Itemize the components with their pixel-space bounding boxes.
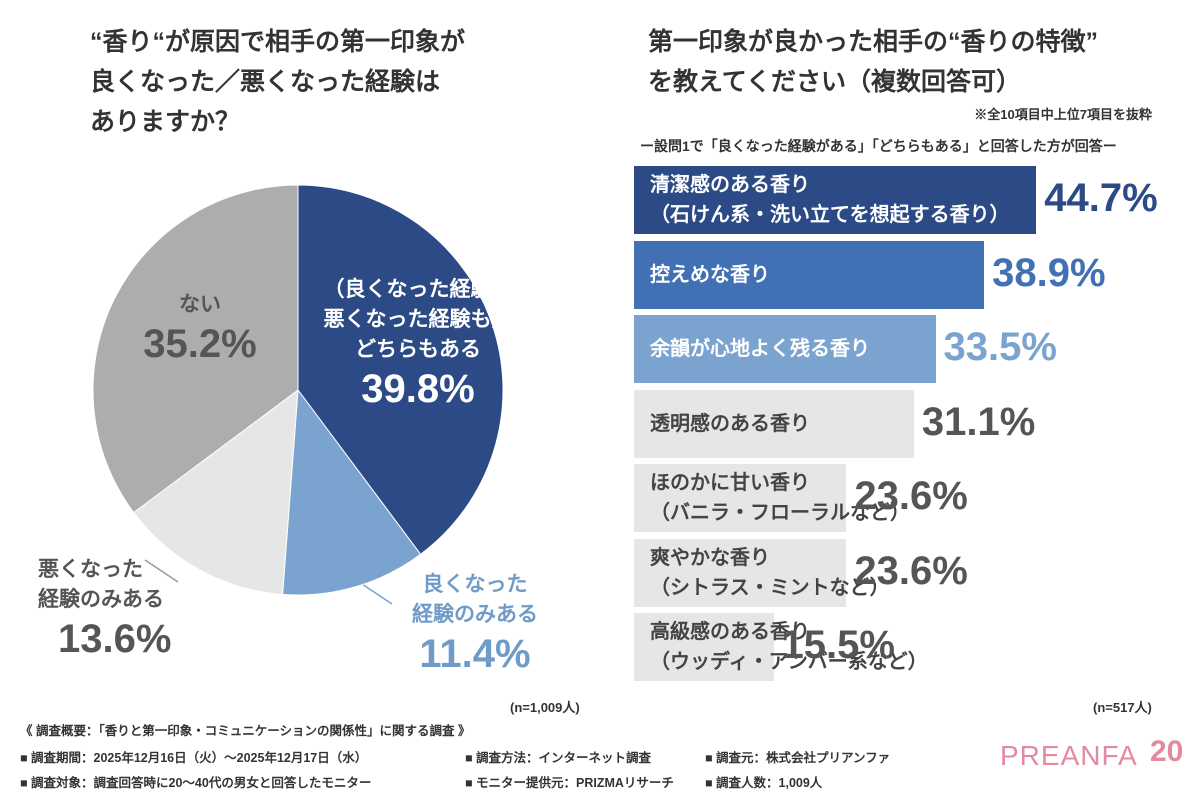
bar-value: 15.5% bbox=[781, 623, 895, 667]
bar-subtitle: ー設問1で「良くなった経験がある」「どちらもある」と回答した方が回答ー bbox=[640, 138, 1117, 154]
bar bbox=[634, 613, 774, 681]
leader-line bbox=[144, 559, 179, 583]
footer-item: ■ 調査元：株式会社プリアンファ bbox=[705, 751, 891, 765]
slice-value: 39.8% bbox=[361, 367, 475, 411]
slice-label: 悪くなった 経験のみある bbox=[38, 558, 164, 611]
slice-value: 13.6% bbox=[58, 617, 172, 661]
pie-slice bbox=[132, 388, 299, 595]
pie-n: (n=1,009人) bbox=[510, 700, 580, 715]
slice-label: （良くなった経験も 悪くなった経験も） どちらもある bbox=[323, 278, 513, 361]
bar-value: 23.6% bbox=[854, 548, 968, 593]
pie-slice bbox=[92, 184, 299, 514]
bar-value: 33.5% bbox=[943, 325, 1057, 369]
bar bbox=[634, 464, 847, 532]
bar-value: 44.7% bbox=[1044, 176, 1158, 220]
pie-slice bbox=[282, 388, 422, 596]
bar bbox=[634, 240, 985, 309]
bar bbox=[634, 389, 914, 458]
slice-label: 良くなった 経験のみある bbox=[412, 573, 538, 626]
slice-value: 11.4% bbox=[419, 632, 531, 676]
slice-value: 35.2% bbox=[143, 322, 257, 366]
bar-note: ※全10項目中上位7項目を抜粋 bbox=[974, 107, 1152, 122]
bar-category: 爽やかな香り （シトラス・ミントなど） bbox=[650, 546, 890, 599]
bar-category: ほのかに甘い香り （バニラ・フローラルなど） bbox=[650, 472, 910, 524]
footer-heading: 《 調査概要：「香りと第一印象・コミュニケーションの関係性」に関する調査 》 bbox=[20, 724, 471, 738]
footer-item: ■ 調査方法：インターネット調査 bbox=[465, 751, 652, 765]
logo-badge: 20 bbox=[1150, 735, 1184, 768]
footer-item: ■ 調査期間：2025年12月16日（火）～2025年12月17日（水） bbox=[20, 751, 368, 765]
footer-item: ■ 調査対象：調査回答時に20～40代の男女と回答したモニター bbox=[20, 776, 372, 790]
logo-name: PREANFA bbox=[1000, 740, 1138, 771]
bar-n: (n=517人) bbox=[1093, 700, 1152, 715]
slice-label: ない bbox=[179, 293, 221, 316]
bar-category: 余韻が心地よく残る香り bbox=[650, 338, 870, 360]
footer-item: ■ モニター提供元：PRIZMAリサーチ bbox=[465, 776, 674, 790]
bar-value: 31.1% bbox=[921, 399, 1036, 444]
bar bbox=[634, 166, 1037, 234]
footer-item: ■ 調査人数：1,009人 bbox=[705, 776, 823, 790]
bar-category: 清潔感のある香り （石けん系・洗い立てを想起する香り） bbox=[650, 174, 1010, 226]
pie-title: “香り“が原因で相手の第一印象が 良くなった／悪くなった経験は ありますか？ bbox=[90, 28, 466, 136]
bar-category: 控えめな香り bbox=[650, 263, 770, 286]
bar-title: 第一印象が良かった相手の“香りの特徴” を教えてください（複数回答可） bbox=[648, 28, 1099, 96]
bar bbox=[634, 538, 847, 607]
pie-slice bbox=[297, 184, 504, 556]
leader-line bbox=[361, 583, 393, 605]
bar-value: 23.6% bbox=[854, 474, 968, 518]
bar-value: 38.9% bbox=[992, 250, 1106, 295]
bar bbox=[634, 315, 936, 383]
bar-category: 透明感のある香り bbox=[650, 412, 810, 435]
bar-category: 高級感のある香り （ウッディ・アンバー系など） bbox=[650, 621, 928, 673]
